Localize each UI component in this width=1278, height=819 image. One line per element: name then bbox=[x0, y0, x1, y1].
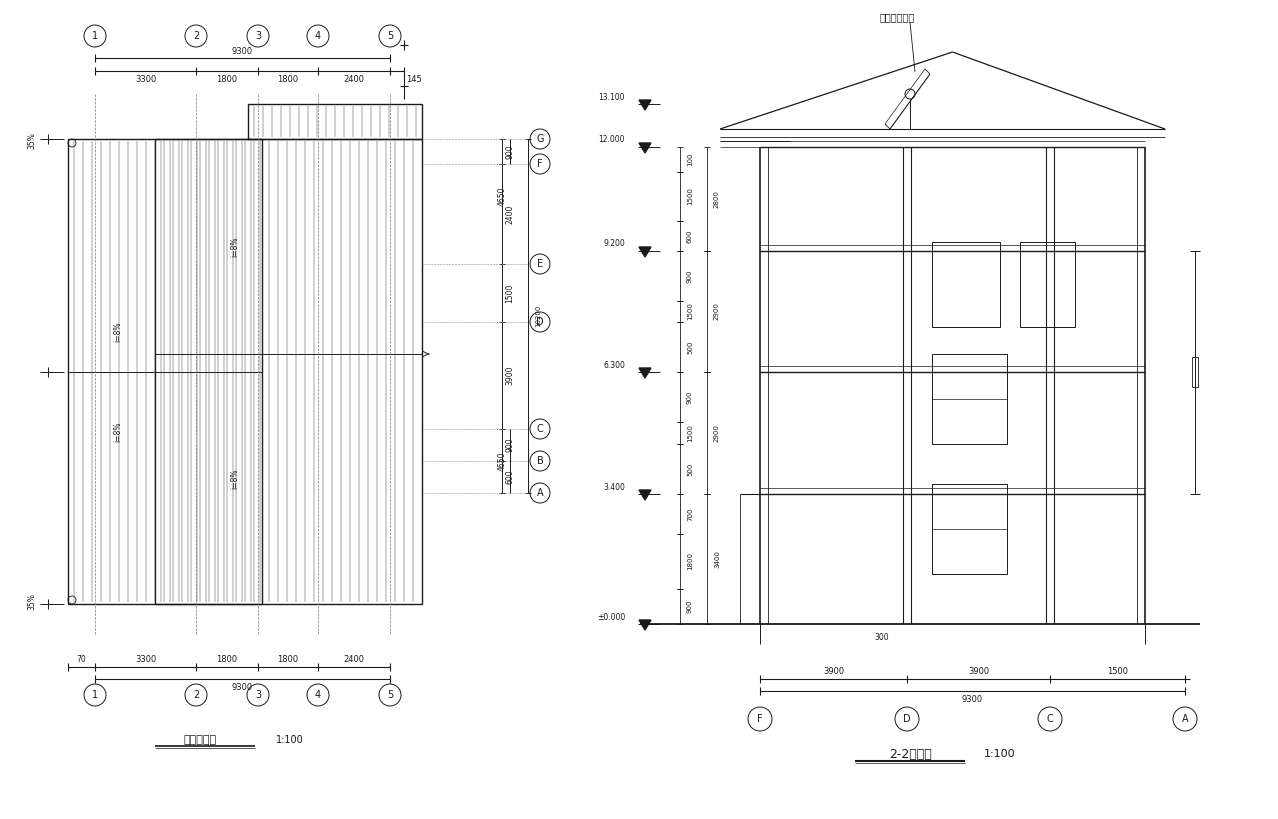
Text: F: F bbox=[537, 159, 543, 169]
Text: i=8%: i=8% bbox=[230, 468, 239, 489]
Bar bbox=[1020, 242, 1075, 327]
Text: 1500: 1500 bbox=[688, 302, 693, 320]
Text: 1800: 1800 bbox=[216, 75, 238, 84]
Text: 4650: 4650 bbox=[497, 451, 506, 471]
Text: 3300: 3300 bbox=[135, 654, 156, 663]
Text: F: F bbox=[757, 714, 763, 724]
Bar bbox=[248, 104, 422, 139]
Text: D: D bbox=[537, 317, 544, 327]
Text: 3: 3 bbox=[254, 690, 261, 700]
Text: 太阳能热水器: 太阳能热水器 bbox=[881, 12, 915, 22]
Polygon shape bbox=[639, 368, 651, 378]
Text: 2400: 2400 bbox=[344, 654, 364, 663]
Text: 3900: 3900 bbox=[506, 366, 515, 385]
Polygon shape bbox=[639, 620, 651, 630]
Text: G: G bbox=[537, 134, 543, 144]
Text: 3900: 3900 bbox=[823, 667, 843, 676]
Text: 12.000: 12.000 bbox=[598, 135, 625, 144]
Text: 3.400: 3.400 bbox=[603, 482, 625, 491]
Text: 500: 500 bbox=[688, 341, 693, 354]
Text: i=8%: i=8% bbox=[114, 321, 123, 342]
Text: 1500: 1500 bbox=[1107, 667, 1128, 676]
Text: 2400: 2400 bbox=[506, 204, 515, 224]
Text: 1: 1 bbox=[92, 31, 98, 41]
Text: 2400: 2400 bbox=[344, 75, 364, 84]
Text: 4: 4 bbox=[314, 31, 321, 41]
Text: 900: 900 bbox=[506, 437, 515, 452]
Bar bbox=[932, 354, 1007, 444]
Text: 1500: 1500 bbox=[688, 188, 693, 206]
Polygon shape bbox=[639, 247, 651, 257]
Text: 300: 300 bbox=[874, 634, 889, 642]
Text: 3: 3 bbox=[254, 31, 261, 41]
Text: 3300: 3300 bbox=[135, 75, 156, 84]
Text: 1800: 1800 bbox=[688, 553, 693, 571]
Text: 2900: 2900 bbox=[714, 424, 720, 442]
Bar bbox=[932, 242, 999, 327]
Text: 1500: 1500 bbox=[506, 283, 515, 303]
Text: 13.100: 13.100 bbox=[598, 93, 625, 102]
Text: 500: 500 bbox=[688, 462, 693, 476]
Text: 35%: 35% bbox=[28, 594, 37, 610]
Text: 600: 600 bbox=[506, 469, 515, 484]
Text: C: C bbox=[537, 424, 543, 434]
Text: 9300: 9300 bbox=[231, 682, 253, 691]
Polygon shape bbox=[639, 100, 651, 110]
Text: 5: 5 bbox=[387, 690, 394, 700]
Text: 1: 1 bbox=[92, 690, 98, 700]
Text: i=8%: i=8% bbox=[230, 236, 239, 256]
Text: 屋面平面图: 屋面平面图 bbox=[184, 735, 216, 745]
Text: 900: 900 bbox=[688, 390, 693, 404]
Text: 9300: 9300 bbox=[231, 47, 253, 56]
Text: 145: 145 bbox=[406, 75, 422, 84]
Text: 1500: 1500 bbox=[688, 424, 693, 442]
Text: C: C bbox=[1047, 714, 1053, 724]
Text: A: A bbox=[1182, 714, 1189, 724]
Bar bbox=[1192, 357, 1197, 387]
Text: 1800: 1800 bbox=[216, 654, 238, 663]
Text: 2900: 2900 bbox=[714, 302, 720, 320]
Text: E: E bbox=[537, 259, 543, 269]
Polygon shape bbox=[639, 490, 651, 500]
Text: B: B bbox=[537, 456, 543, 466]
Text: i=8%: i=8% bbox=[114, 421, 123, 441]
Text: 70: 70 bbox=[77, 654, 87, 663]
Text: 2: 2 bbox=[193, 690, 199, 700]
Text: 4650: 4650 bbox=[497, 187, 506, 206]
Text: 3400: 3400 bbox=[714, 550, 720, 568]
Text: 10200: 10200 bbox=[535, 305, 541, 327]
Text: 700: 700 bbox=[688, 507, 693, 521]
Text: 900: 900 bbox=[688, 600, 693, 613]
Text: 4: 4 bbox=[314, 690, 321, 700]
Bar bbox=[68, 139, 262, 604]
Bar bbox=[155, 139, 422, 604]
Text: 1:100: 1:100 bbox=[276, 735, 304, 745]
Text: 2: 2 bbox=[193, 31, 199, 41]
Text: 3900: 3900 bbox=[967, 667, 989, 676]
Text: 2-2剖面图: 2-2剖面图 bbox=[888, 748, 932, 761]
Text: 900: 900 bbox=[506, 144, 515, 159]
Text: 1800: 1800 bbox=[277, 654, 299, 663]
Text: A: A bbox=[537, 488, 543, 498]
Text: 35%: 35% bbox=[28, 133, 37, 149]
Text: 5: 5 bbox=[387, 31, 394, 41]
Bar bbox=[932, 484, 1007, 574]
Text: 9300: 9300 bbox=[962, 695, 983, 704]
Text: 9.200: 9.200 bbox=[603, 239, 625, 248]
Text: 1800: 1800 bbox=[277, 75, 299, 84]
Text: 1:100: 1:100 bbox=[984, 749, 1016, 759]
Text: 100: 100 bbox=[688, 153, 693, 166]
Polygon shape bbox=[639, 143, 651, 153]
Text: ±0.000: ±0.000 bbox=[597, 613, 625, 622]
Text: 600: 600 bbox=[688, 229, 693, 242]
Text: D: D bbox=[904, 714, 911, 724]
Text: 6.300: 6.300 bbox=[603, 360, 625, 369]
Text: 900: 900 bbox=[688, 269, 693, 283]
Text: 2800: 2800 bbox=[714, 190, 720, 208]
